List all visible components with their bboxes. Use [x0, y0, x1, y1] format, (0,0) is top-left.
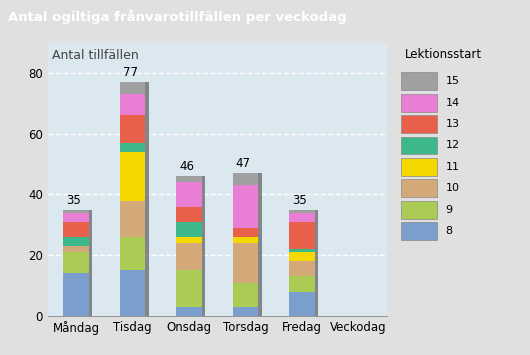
Bar	[289, 213, 315, 222]
Bar	[233, 185, 258, 228]
Text: Lektionsstart: Lektionsstart	[405, 48, 482, 61]
Bar	[120, 115, 145, 143]
Bar	[63, 213, 89, 222]
Text: 77: 77	[123, 66, 138, 79]
FancyBboxPatch shape	[401, 179, 437, 197]
Bar	[63, 252, 89, 273]
Text: 8: 8	[446, 226, 453, 236]
FancyBboxPatch shape	[401, 94, 437, 112]
Bar	[289, 292, 315, 316]
Text: 10: 10	[446, 183, 460, 193]
Text: 14: 14	[446, 98, 460, 108]
Bar	[289, 249, 315, 252]
Bar	[145, 82, 148, 316]
Text: 11: 11	[446, 162, 460, 172]
Text: Antal tillfällen: Antal tillfällen	[52, 49, 139, 62]
Bar	[233, 237, 258, 243]
Bar	[120, 94, 145, 115]
Bar	[202, 176, 205, 316]
Bar	[120, 82, 145, 94]
Bar	[120, 201, 145, 237]
Bar	[289, 222, 315, 249]
Bar	[176, 243, 202, 271]
FancyBboxPatch shape	[401, 201, 437, 219]
Bar	[63, 273, 89, 316]
Bar	[120, 237, 145, 271]
Text: 13: 13	[446, 119, 460, 129]
Bar	[289, 277, 315, 292]
Bar	[289, 252, 315, 261]
Text: Antal ogiltiga frånvarotillfällen per veckodag: Antal ogiltiga frånvarotillfällen per ve…	[8, 9, 347, 24]
Bar	[89, 210, 92, 316]
Text: 15: 15	[446, 76, 460, 86]
Text: 12: 12	[446, 141, 460, 151]
Bar	[176, 207, 202, 222]
Bar	[233, 307, 258, 316]
Bar	[289, 261, 315, 277]
Bar	[120, 152, 145, 201]
Bar	[176, 271, 202, 307]
Bar	[176, 222, 202, 237]
Bar	[315, 210, 318, 316]
Text: 9: 9	[446, 204, 453, 214]
Bar	[233, 243, 258, 283]
Text: 46: 46	[179, 160, 195, 173]
Bar	[120, 271, 145, 316]
Text: 35: 35	[293, 193, 307, 207]
Bar	[233, 173, 258, 185]
Bar	[120, 143, 145, 152]
Bar	[176, 176, 202, 182]
Bar	[176, 237, 202, 243]
Bar	[176, 182, 202, 207]
Text: 47: 47	[236, 157, 251, 170]
Bar	[176, 307, 202, 316]
FancyBboxPatch shape	[401, 222, 437, 240]
Bar	[63, 237, 89, 246]
FancyBboxPatch shape	[401, 72, 437, 90]
Bar	[63, 246, 89, 252]
FancyBboxPatch shape	[401, 158, 437, 176]
FancyBboxPatch shape	[401, 137, 437, 154]
FancyBboxPatch shape	[401, 115, 437, 133]
Bar	[233, 283, 258, 307]
Bar	[63, 222, 89, 237]
Bar	[63, 210, 89, 213]
Bar	[233, 228, 258, 237]
Bar	[289, 210, 315, 213]
Bar	[258, 173, 262, 316]
Text: 35: 35	[66, 193, 81, 207]
